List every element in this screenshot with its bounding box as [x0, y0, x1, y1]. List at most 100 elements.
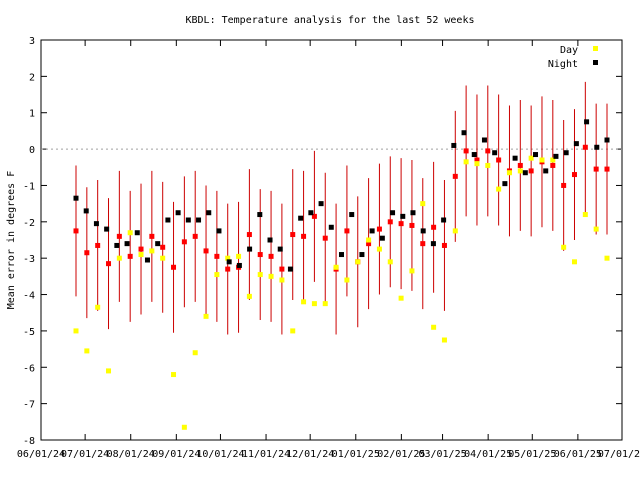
mean-point: [290, 232, 296, 238]
mean-point: [593, 166, 599, 172]
night-point: [512, 155, 518, 161]
night-point: [144, 257, 150, 263]
night-point: [359, 252, 365, 258]
night-point: [502, 181, 508, 187]
y-tick-label: -3: [23, 254, 35, 265]
mean-point: [116, 233, 122, 239]
night-point: [481, 137, 487, 143]
night-point: [533, 152, 539, 158]
mean-point: [127, 253, 133, 259]
day-point: [604, 255, 610, 261]
x-tick-label: 07/01/24: [61, 449, 109, 460]
day-point: [463, 159, 469, 165]
day-point: [409, 268, 415, 274]
night-point: [155, 241, 161, 247]
night-point: [308, 210, 314, 216]
day-point: [290, 328, 296, 334]
night-point: [196, 217, 202, 223]
day-point: [420, 201, 426, 207]
night-point: [379, 235, 385, 241]
night-point: [420, 228, 426, 234]
mean-point: [517, 162, 523, 168]
y-tick-label: 2: [29, 72, 35, 83]
day-point: [550, 157, 556, 163]
night-point: [328, 224, 334, 230]
mean-point: [474, 157, 480, 163]
day-point: [203, 313, 209, 319]
mean-point: [485, 148, 491, 154]
night-point: [461, 130, 467, 136]
mean-point: [571, 172, 577, 178]
x-tick-label: 12/01/24: [286, 449, 334, 460]
day-point: [496, 186, 502, 192]
mean-point: [257, 252, 263, 258]
x-tick-label: 02/01/25: [377, 449, 425, 460]
night-point: [257, 212, 263, 218]
night-point: [369, 228, 375, 234]
day-point: [127, 230, 133, 236]
day-point: [160, 255, 166, 261]
x-tick-label: 03/01/25: [418, 449, 466, 460]
day-point: [387, 259, 393, 265]
day-point: [582, 212, 588, 218]
mean-point: [73, 228, 79, 234]
night-point: [236, 262, 242, 268]
legend-label-night: Night: [548, 59, 578, 70]
y-tick-label: -8: [23, 436, 35, 447]
mean-point: [171, 264, 177, 270]
day-point: [528, 155, 534, 161]
day-point: [539, 157, 545, 163]
day-point: [138, 252, 144, 258]
mean-point: [452, 173, 458, 179]
x-tick-label: 06/01/24: [17, 449, 65, 460]
night-point: [492, 150, 498, 156]
day-point: [366, 237, 372, 243]
mean-point: [214, 253, 220, 259]
mean-point: [409, 222, 415, 228]
mean-point: [550, 162, 556, 168]
mean-point: [376, 226, 382, 232]
night-point: [114, 242, 120, 248]
day-point: [192, 350, 198, 356]
mean-point: [225, 266, 231, 272]
y-tick-label: -5: [23, 327, 35, 338]
night-point: [594, 144, 600, 150]
mean-point: [441, 242, 447, 248]
x-tick-label: 01/01/25: [332, 449, 380, 460]
day-point: [398, 295, 404, 301]
y-tick-label: 3: [29, 36, 35, 47]
day-point: [322, 301, 328, 307]
y-tick-label: 0: [29, 145, 35, 156]
mean-point: [203, 248, 209, 254]
mean-point: [398, 221, 404, 227]
night-point: [216, 228, 222, 234]
day-point: [431, 324, 437, 330]
night-point: [522, 170, 528, 176]
day-point: [84, 348, 90, 354]
night-point: [247, 246, 253, 252]
night-point: [543, 168, 549, 174]
mean-point: [192, 233, 198, 239]
day-point: [181, 424, 187, 430]
chart-title: KBDL: Temperature analysis for the last …: [186, 15, 475, 26]
y-tick-label: -4: [23, 291, 35, 302]
night-point: [584, 119, 590, 125]
mean-point: [279, 266, 285, 272]
night-point: [267, 237, 273, 243]
day-point: [279, 277, 285, 283]
day-point: [355, 259, 361, 265]
night-point: [165, 217, 171, 223]
day-point: [171, 372, 177, 378]
mean-point: [604, 166, 610, 172]
y-tick-label: -2: [23, 218, 35, 229]
mean-point: [95, 242, 101, 248]
y-axis-label: Mean error in degrees F: [6, 171, 17, 309]
night-point: [451, 142, 457, 148]
mean-point: [528, 168, 534, 174]
mean-point: [582, 144, 588, 150]
night-point: [471, 152, 477, 158]
x-tick-label: 04/01/25: [464, 449, 512, 460]
night-point: [277, 246, 283, 252]
mean-point: [160, 244, 166, 250]
mean-point: [268, 253, 274, 259]
